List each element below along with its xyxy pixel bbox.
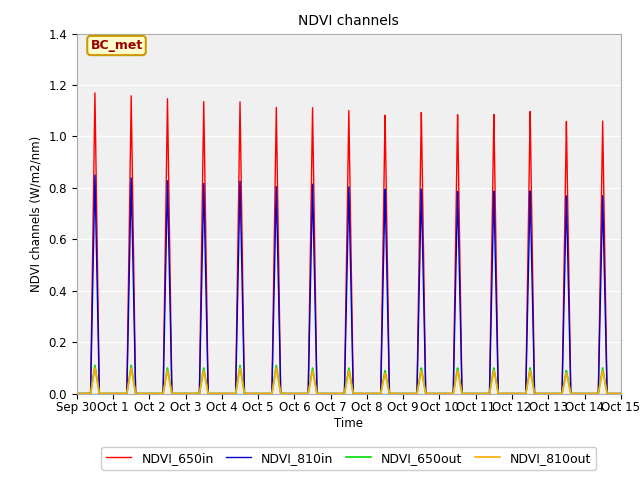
NDVI_810in (184, 391, 191, 396)
Y-axis label: NDVI channels (W/m2/nm): NDVI channels (W/m2/nm) (30, 135, 43, 292)
NDVI_650in (91, 90, 99, 96)
NDVI_650in (189, 391, 197, 396)
NDVI_650out (189, 391, 197, 396)
NDVI_650in (617, 391, 625, 396)
NDVI_810out (91, 365, 99, 371)
NDVI_810out (501, 391, 509, 396)
NDVI_810out (73, 391, 81, 396)
Line: NDVI_810out: NDVI_810out (77, 368, 621, 394)
NDVI_650out (501, 391, 509, 396)
NDVI_650out (617, 391, 625, 396)
Line: NDVI_650out: NDVI_650out (77, 365, 621, 394)
NDVI_810in (91, 172, 99, 178)
NDVI_650out (615, 391, 623, 396)
NDVI_810out (617, 391, 625, 396)
Text: BC_met: BC_met (90, 39, 143, 52)
NDVI_810in (501, 391, 509, 396)
NDVI_810out (615, 391, 623, 396)
NDVI_650out (184, 391, 191, 396)
NDVI_650out (73, 391, 81, 396)
NDVI_650in (276, 383, 284, 389)
NDVI_650in (184, 391, 191, 396)
NDVI_650out (424, 391, 431, 396)
NDVI_810in (189, 391, 197, 396)
NDVI_810in (424, 391, 431, 396)
Title: NDVI channels: NDVI channels (298, 14, 399, 28)
NDVI_810in (615, 391, 623, 396)
NDVI_810out (184, 391, 191, 396)
NDVI_810out (276, 390, 284, 396)
NDVI_650in (424, 391, 431, 396)
X-axis label: Time: Time (334, 417, 364, 430)
Line: NDVI_650in: NDVI_650in (77, 93, 621, 394)
NDVI_810out (189, 391, 197, 396)
NDVI_650in (501, 391, 509, 396)
NDVI_650in (615, 391, 623, 396)
NDVI_810out (424, 391, 431, 396)
NDVI_810in (73, 391, 81, 396)
Legend: NDVI_650in, NDVI_810in, NDVI_650out, NDVI_810out: NDVI_650in, NDVI_810in, NDVI_650out, NDV… (101, 447, 596, 469)
NDVI_650in (73, 391, 81, 396)
Line: NDVI_810in: NDVI_810in (77, 175, 621, 394)
NDVI_650out (276, 390, 284, 396)
NDVI_810in (617, 391, 625, 396)
NDVI_810in (276, 385, 284, 391)
NDVI_650out (91, 362, 99, 368)
